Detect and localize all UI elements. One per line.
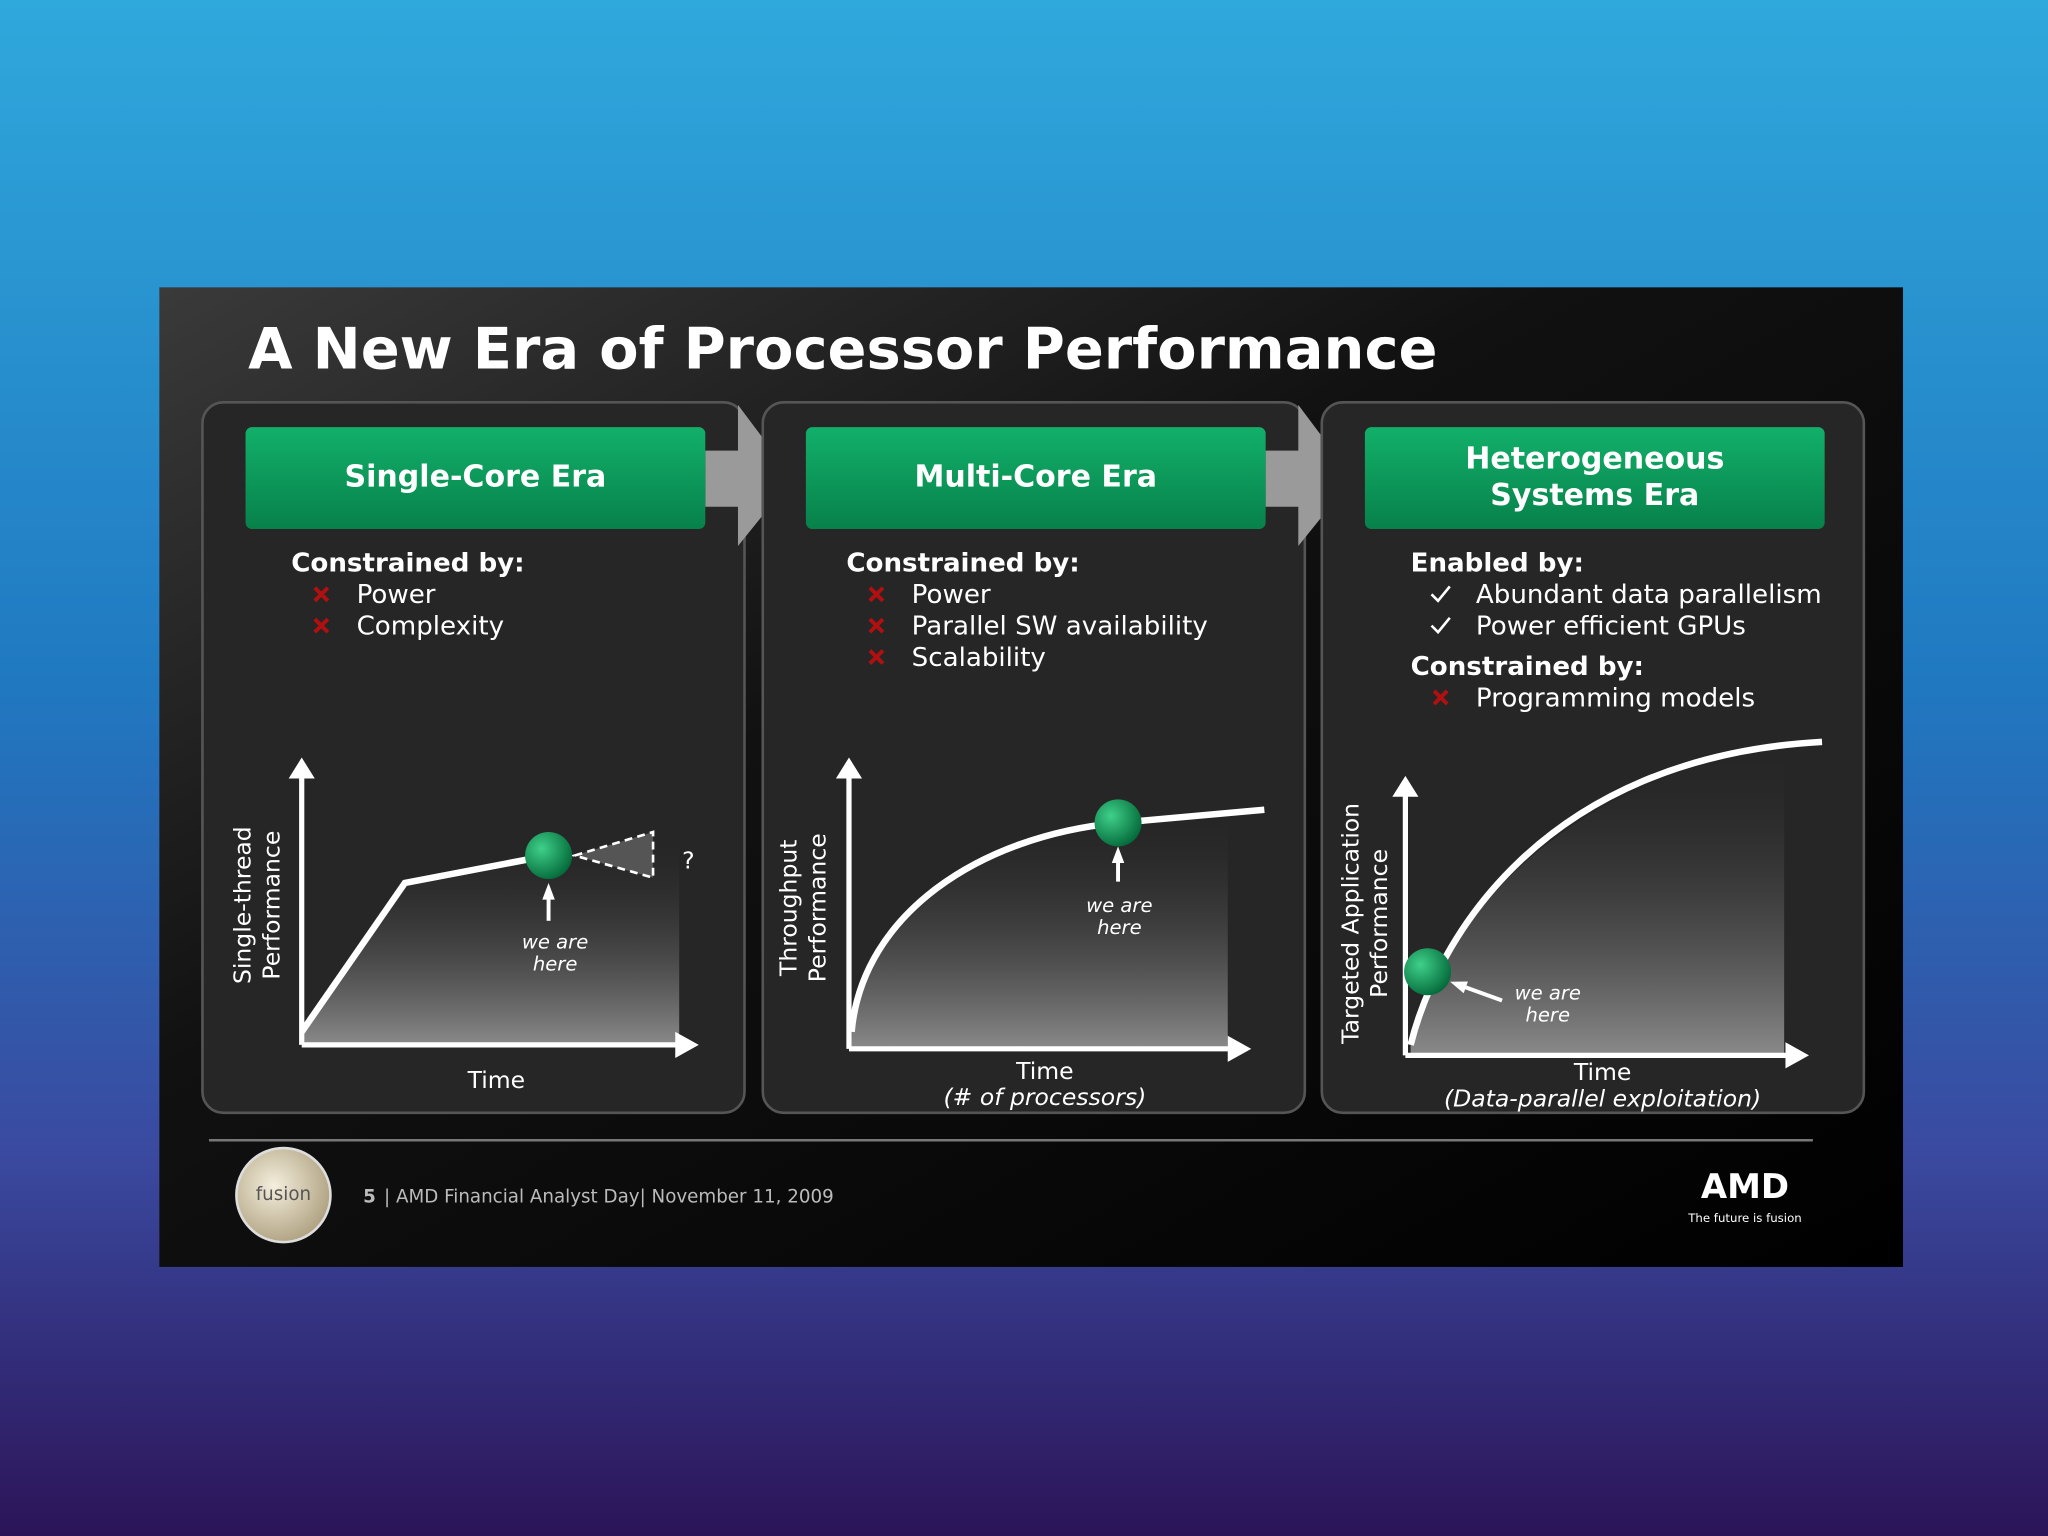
section-label: Constrained by: <box>291 549 524 579</box>
bullet-item: Scalability <box>912 643 1046 673</box>
bullet-item: Parallel SW availability <box>912 611 1208 641</box>
section-label: Enabled by: <box>1411 549 1584 579</box>
page-number: 5 <box>363 1187 376 1208</box>
y-axis-label: Performance <box>1365 849 1393 998</box>
era-header <box>1364 427 1825 529</box>
performance-curve <box>1407 738 1823 1046</box>
check-bullet <box>1430 585 1451 603</box>
flow-arrow <box>1265 404 1354 546</box>
x-axis-head <box>1785 1042 1809 1069</box>
chart-area <box>851 812 1228 1049</box>
cross-bullet <box>868 617 885 634</box>
x-axis-label: Time <box>1573 1058 1632 1086</box>
era-title: Systems Era <box>1490 478 1699 513</box>
x-axis-label: Time <box>467 1066 526 1094</box>
bullet-item: Power <box>912 580 991 610</box>
fusion-logo <box>235 1146 332 1244</box>
marker-label: here <box>1097 916 1142 939</box>
projection-cone <box>570 830 655 880</box>
cross-bullet <box>313 586 330 603</box>
era-title: Multi-Core Era <box>914 460 1157 495</box>
era-header <box>245 427 706 529</box>
flow-arrow <box>705 404 793 546</box>
section-label: Constrained by: <box>1411 652 1644 682</box>
marker-label: we are <box>522 931 588 954</box>
x-axis-label: (Data-parallel exploitation) <box>1444 1084 1761 1112</box>
y-axis-label: Performance <box>803 833 831 982</box>
marker-label: here <box>1525 1004 1570 1027</box>
position-dot <box>1404 948 1452 996</box>
footer-event: | AMD Financial Analyst Day| November 11… <box>384 1187 834 1208</box>
chart-area <box>1410 747 1785 1056</box>
cross-bullet <box>868 586 885 603</box>
performance-curve <box>299 852 550 1034</box>
y-axis-head <box>835 757 863 779</box>
position-dot <box>1094 799 1142 847</box>
chart-area <box>301 835 680 1045</box>
y-axis-label: Single-thread <box>229 826 257 984</box>
unknown-mark: ? <box>682 847 694 875</box>
cross-bullet <box>1432 689 1449 706</box>
y-axis-label: Targeted Application <box>1336 803 1364 1045</box>
amd-tagline: The future is fusion <box>1687 1211 1802 1225</box>
era-title: Heterogeneous <box>1465 441 1724 476</box>
bullet-item: Abundant data parallelism <box>1476 580 1822 610</box>
section-label: Constrained by: <box>846 549 1079 579</box>
pointer-head <box>1450 981 1468 994</box>
marker-label: we are <box>1086 894 1152 917</box>
cross-bullet <box>313 617 330 634</box>
x-axis-head <box>675 1031 699 1058</box>
pointer-head <box>542 882 555 900</box>
y-axis-head <box>288 757 315 779</box>
y-axis-head <box>1392 775 1419 797</box>
x-axis-label: (# of processors) <box>944 1083 1147 1111</box>
slide-title: A New Era of Processor Performance <box>248 315 1437 382</box>
pointer-head <box>1111 846 1125 864</box>
y-axis-label: Throughput <box>775 839 803 977</box>
era-title: Single-Core Era <box>345 460 607 495</box>
bullet-item: Programming models <box>1476 683 1755 713</box>
x-axis-head <box>1227 1035 1252 1062</box>
performance-curve <box>848 806 1265 1033</box>
bullet-item: Complexity <box>357 611 504 641</box>
bullet-item: Power <box>357 580 436 610</box>
x-axis-label: Time <box>1015 1057 1074 1085</box>
y-axis-label: Performance <box>257 831 285 980</box>
marker-label: here <box>533 953 578 976</box>
position-dot <box>525 832 573 880</box>
fusion-logo-text: fusion <box>256 1184 311 1205</box>
check-bullet <box>1430 616 1451 635</box>
cross-bullet <box>868 649 885 665</box>
amd-logo: AMD <box>1701 1167 1789 1207</box>
marker-label: we are <box>1515 981 1581 1004</box>
era-header <box>805 427 1266 529</box>
bullet-item: Power efficient GPUs <box>1476 611 1746 641</box>
